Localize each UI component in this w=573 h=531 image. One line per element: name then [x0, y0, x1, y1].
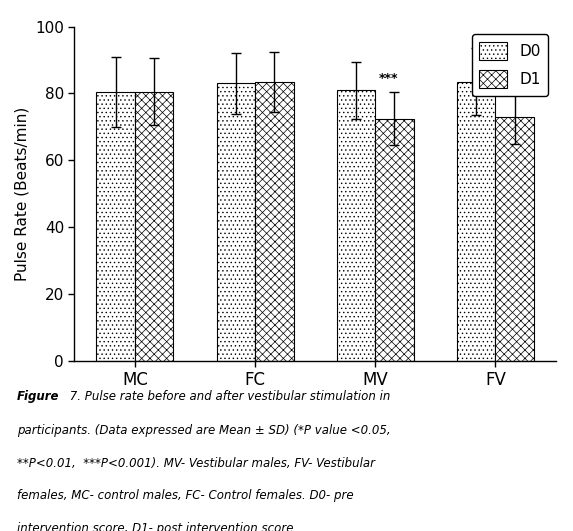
Bar	[457, 82, 496, 361]
Bar	[255, 82, 293, 361]
Text: Figure: Figure	[17, 390, 60, 402]
Text: participants. (Data expressed are Mean ± SD) (*P value <0.05,: participants. (Data expressed are Mean ±…	[17, 424, 391, 437]
Text: **P<0.01,  ***P<0.001). MV- Vestibular males, FV- Vestibular: **P<0.01, ***P<0.001). MV- Vestibular ma…	[17, 457, 375, 469]
Text: ***: ***	[499, 71, 519, 83]
Y-axis label: Pulse Rate (Beats/min): Pulse Rate (Beats/min)	[15, 107, 30, 281]
Bar	[496, 117, 534, 361]
Bar	[135, 92, 173, 361]
Legend: D0, D1: D0, D1	[472, 34, 548, 96]
Bar	[96, 92, 135, 361]
Text: 7. Pulse rate before and after vestibular stimulation in: 7. Pulse rate before and after vestibula…	[66, 390, 390, 402]
Text: intervention score, D1- post intervention score.: intervention score, D1- post interventio…	[17, 522, 297, 531]
Bar	[337, 90, 375, 361]
Text: females, MC- control males, FC- Control females. D0- pre: females, MC- control males, FC- Control …	[17, 490, 354, 502]
Bar	[217, 83, 255, 361]
Text: ***: ***	[379, 72, 398, 85]
Bar	[375, 118, 414, 361]
